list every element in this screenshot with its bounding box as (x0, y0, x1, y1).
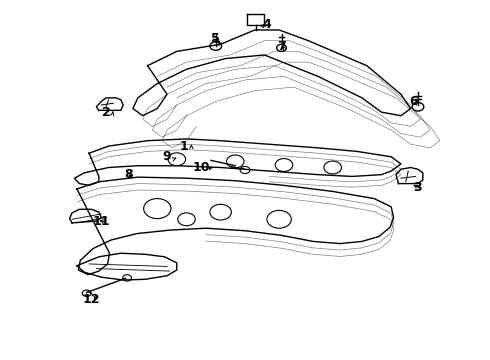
Text: 5: 5 (211, 32, 220, 45)
Text: 6: 6 (409, 95, 417, 108)
Text: 3: 3 (414, 181, 422, 194)
Text: 9: 9 (163, 150, 172, 163)
Text: 8: 8 (124, 168, 132, 181)
Text: 7: 7 (277, 40, 286, 53)
Text: 4: 4 (263, 18, 271, 31)
Text: 11: 11 (93, 215, 110, 228)
Text: 1: 1 (180, 140, 189, 153)
Text: 10: 10 (193, 161, 210, 174)
Text: 2: 2 (102, 105, 111, 119)
Text: 12: 12 (83, 293, 100, 306)
